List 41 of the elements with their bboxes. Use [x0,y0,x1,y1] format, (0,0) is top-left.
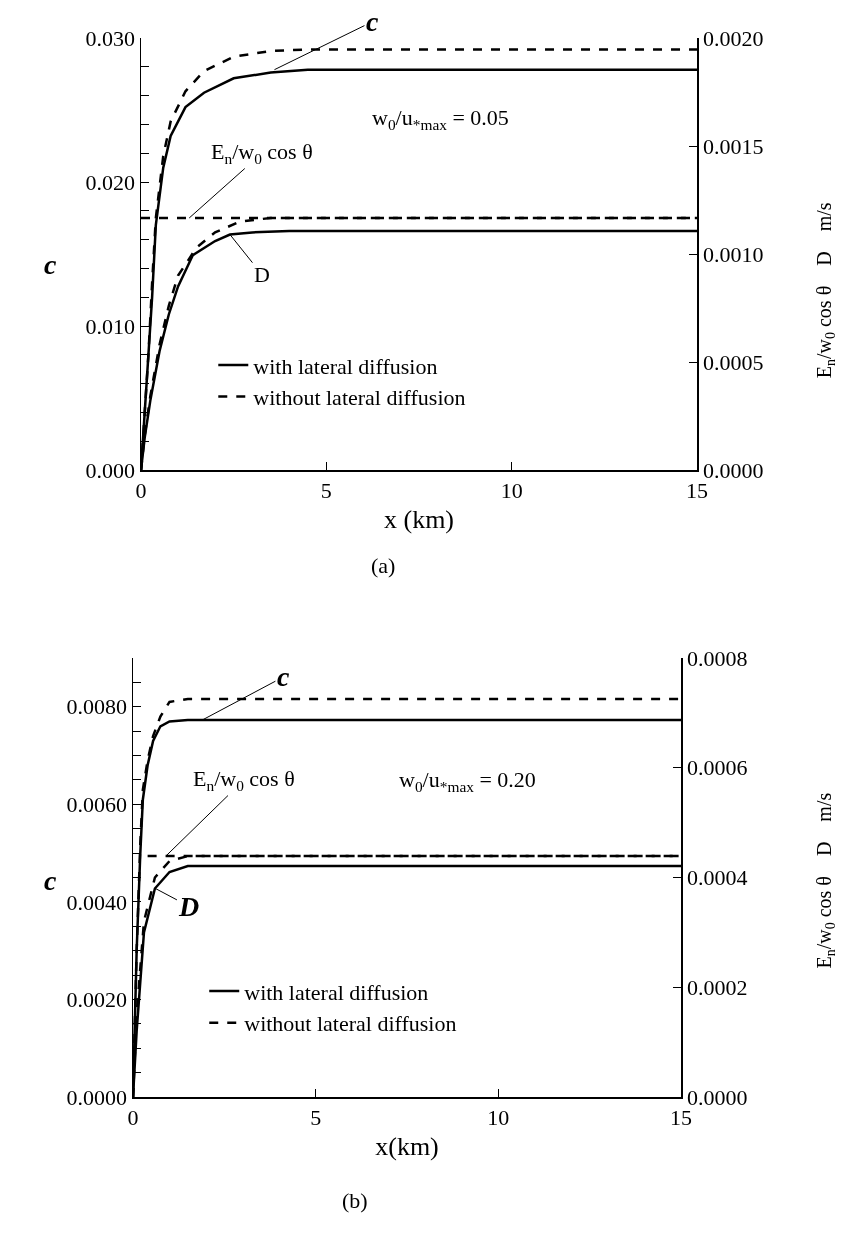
legend-label: with lateral diffusion [253,353,438,379]
y-tick-label: 0.0040 [66,889,128,915]
y-tick-label: 0.0000 [66,1084,128,1110]
x-tick-label: 10 [487,1104,510,1130]
annotation: c [277,661,290,692]
y2-tick-label: 0.0010 [702,241,764,267]
y-tick-label: 0.000 [85,457,136,483]
y2-tick-label: 0.0015 [702,133,764,159]
x-tick-label: 10 [500,477,523,503]
y-tick-label: 0.020 [85,169,136,195]
x-tick-label: 0 [127,1104,139,1130]
annotation: E$_{n}$/w$_{0}$ cos θ [193,766,295,794]
annotation: w$_{0}$/u$_{*max}$ = 0.05 [372,105,509,133]
y2-tick-label: 0.0006 [686,755,748,781]
annotation: w$_{0}$/u$_{*max}$ = 0.20 [399,767,536,795]
annotation: D [254,262,270,287]
x-axis-title: x (km) [383,505,455,535]
y-tick-label: 0.0020 [66,987,128,1013]
text: (b) [342,1188,368,1213]
y-tick-label: 0.0060 [66,792,128,818]
x-tick-label: 5 [310,1104,322,1130]
y-axis-title: c [44,249,57,280]
annotation: D [178,891,200,922]
y-tick-label: 0.0080 [66,694,128,720]
y2-tick-label: 0.0004 [686,865,748,891]
y-tick-label: 0.010 [85,313,136,339]
x-axis-title: x(km) [375,1132,439,1162]
legend-label: without lateral diffusion [244,1011,457,1037]
x-tick-label: 0 [135,477,147,503]
y2-tick-label: 0.0005 [702,349,764,375]
legend-label: without lateral diffusion [253,385,466,411]
y-axis-title: c [44,865,57,896]
legend-label: with lateral diffusion [244,979,429,1005]
y-tick-label: 0.030 [85,25,136,51]
y2-tick-label: 0.0020 [702,25,764,51]
annotation: E$_{n}$/w$_{0}$ cos θ [211,139,313,167]
y2-tick-label: 0.0008 [686,645,748,671]
annotation: c [366,6,379,37]
text: (a) [371,553,396,578]
y2-tick-label: 0.0002 [686,974,748,1000]
x-tick-label: 5 [320,477,332,503]
